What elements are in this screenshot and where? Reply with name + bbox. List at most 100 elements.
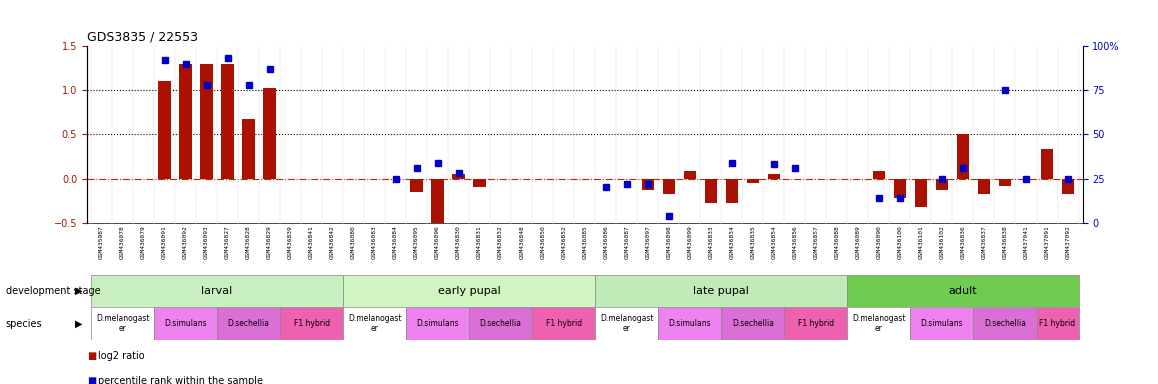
Text: GSM436089: GSM436089 [856,225,860,259]
Bar [974,307,1036,340]
Bar [1036,307,1078,340]
Text: GSM436097: GSM436097 [645,225,651,259]
Bar [848,307,910,340]
Text: GDS3835 / 22553: GDS3835 / 22553 [87,30,198,43]
Bar [659,307,721,340]
Bar [910,307,974,340]
Bar [91,307,154,340]
Text: GSM436829: GSM436829 [267,225,272,259]
Bar [91,275,343,307]
Bar [159,81,171,179]
Bar [533,307,595,340]
Text: GSM436102: GSM436102 [939,225,945,259]
Text: GSM436099: GSM436099 [688,225,692,259]
Text: log2 ratio: log2 ratio [98,351,145,361]
Bar [998,179,1011,185]
Bar [894,179,907,198]
Text: GSM436080: GSM436080 [351,225,357,259]
Bar [432,179,444,223]
Text: GSM436096: GSM436096 [435,225,440,259]
Text: F1 hybrid: F1 hybrid [798,319,834,328]
Text: GSM436091: GSM436091 [162,225,167,259]
Text: F1 hybrid: F1 hybrid [1040,319,1076,328]
Text: D.sechellia: D.sechellia [732,319,774,328]
Text: D.sechellia: D.sechellia [479,319,522,328]
Text: D.simulans: D.simulans [668,319,711,328]
Text: ■: ■ [87,351,96,361]
Bar [474,179,486,187]
Text: GSM436088: GSM436088 [835,225,840,259]
Bar [1062,179,1075,194]
Text: GSM436087: GSM436087 [624,225,629,259]
Bar [410,179,423,192]
Bar [469,307,533,340]
Bar [154,307,217,340]
Bar [957,134,969,179]
Bar [179,64,192,179]
Text: D.melanogast
er: D.melanogast er [347,314,402,333]
Bar [721,307,784,340]
Text: GSM436832: GSM436832 [498,225,504,259]
Bar [747,179,760,183]
Text: GSM435987: GSM435987 [100,225,104,259]
Bar [915,179,928,207]
Bar [936,179,948,190]
Bar [873,172,885,179]
Text: development stage: development stage [6,286,101,296]
Text: GSM436837: GSM436837 [982,225,987,259]
Bar [406,307,469,340]
Text: ▶: ▶ [75,286,82,296]
Text: GSM436830: GSM436830 [456,225,461,259]
Text: D.melanogast
er: D.melanogast er [600,314,653,333]
Text: adult: adult [948,286,977,296]
Text: GSM436842: GSM436842 [330,225,335,259]
Bar [642,179,654,190]
Text: GSM436827: GSM436827 [225,225,230,259]
Bar [242,119,255,179]
Text: GSM437041: GSM437041 [1024,225,1028,259]
Text: D.melanogast
er: D.melanogast er [96,314,149,333]
Bar [280,307,343,340]
Bar [221,64,234,179]
Text: GSM436079: GSM436079 [141,225,146,259]
Text: GSM436101: GSM436101 [918,225,923,259]
Bar [343,307,406,340]
Text: GSM436856: GSM436856 [792,225,798,259]
Bar [595,275,848,307]
Text: ■: ■ [87,376,96,384]
Text: larval: larval [201,286,233,296]
Bar [595,307,659,340]
Bar [848,275,1078,307]
Text: early pupal: early pupal [438,286,500,296]
Text: GSM436836: GSM436836 [960,225,966,259]
Text: GSM436850: GSM436850 [541,225,545,259]
Bar [683,172,696,179]
Text: GSM436098: GSM436098 [666,225,672,259]
Text: GSM436100: GSM436100 [897,225,902,259]
Bar [784,307,848,340]
Bar [217,307,280,340]
Text: D.melanogast
er: D.melanogast er [852,314,906,333]
Bar [263,88,276,179]
Text: GSM436841: GSM436841 [309,225,314,259]
Text: GSM436831: GSM436831 [477,225,482,259]
Text: GSM436083: GSM436083 [372,225,378,259]
Text: GSM436857: GSM436857 [813,225,819,259]
Text: GSM436848: GSM436848 [519,225,525,259]
Text: GSM436085: GSM436085 [582,225,587,259]
Text: ▶: ▶ [75,318,82,329]
Text: GSM436834: GSM436834 [730,225,734,259]
Text: GSM436093: GSM436093 [204,225,210,259]
Text: GSM436095: GSM436095 [415,225,419,259]
Text: GSM436835: GSM436835 [750,225,755,259]
Text: F1 hybrid: F1 hybrid [545,319,581,328]
Text: GSM436084: GSM436084 [394,225,398,259]
Bar [343,275,595,307]
Text: D.simulans: D.simulans [417,319,459,328]
Bar [704,179,717,203]
Bar [768,174,780,179]
Text: GSM436078: GSM436078 [120,225,125,259]
Text: D.simulans: D.simulans [164,319,207,328]
Text: GSM436852: GSM436852 [562,225,566,259]
Bar [1041,149,1054,179]
